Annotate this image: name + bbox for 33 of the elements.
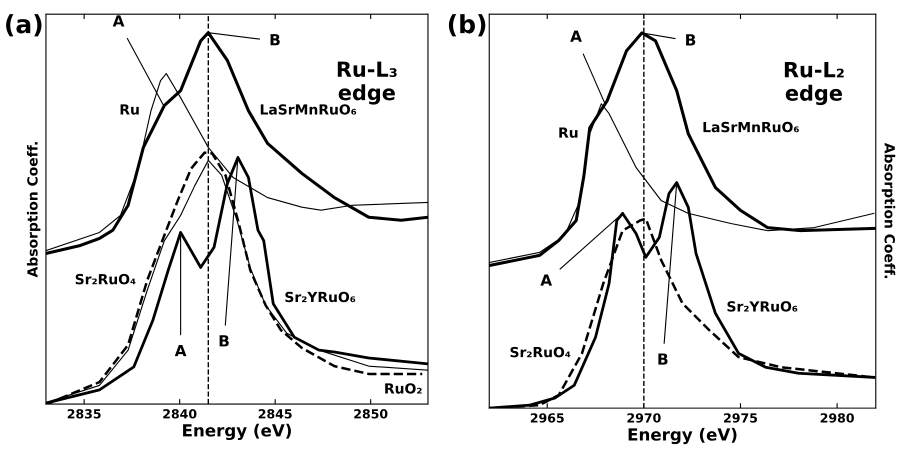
annotation: Ru-L₂ edge bbox=[784, 62, 844, 106]
series-label: LaSrMnRuO₆ bbox=[703, 122, 799, 132]
annotation: A bbox=[112, 15, 124, 26]
x-tick-label: 2850 bbox=[354, 409, 388, 419]
series-label: Ru bbox=[559, 128, 578, 138]
annotation: B bbox=[270, 34, 280, 46]
x-axis-title: Energy (eV) bbox=[183, 424, 291, 440]
annotation: A bbox=[540, 274, 552, 286]
annotation: B bbox=[220, 335, 229, 346]
annotation: B bbox=[686, 34, 696, 46]
series-label: Sr₂RuO₄ bbox=[76, 274, 136, 284]
series-label: LaSrMnRuO₆ bbox=[260, 104, 356, 115]
x-tick-label: 2840 bbox=[163, 409, 196, 419]
y-axis-title: Absorption Coeff. bbox=[26, 142, 40, 278]
x-axis-title: Energy (eV) bbox=[628, 428, 736, 444]
series-label: Ru bbox=[120, 104, 139, 115]
annotation: B bbox=[658, 353, 668, 365]
series-label: Sr₂YRuO₆ bbox=[285, 292, 356, 302]
y-axis-title: Absorption Coeff. bbox=[882, 142, 896, 278]
x-tick-label: 2845 bbox=[258, 409, 292, 419]
series-label: Sr₂YRuO₆ bbox=[727, 301, 798, 312]
x-tick-label: 2980 bbox=[820, 413, 854, 423]
x-tick-label: 2970 bbox=[627, 413, 661, 423]
x-tick-label: 2965 bbox=[530, 413, 564, 423]
series-label: Sr₂RuO₄ bbox=[510, 346, 570, 358]
text: (a) bbox=[6, 14, 42, 36]
annotation: A bbox=[570, 30, 582, 42]
x-tick-label: 2975 bbox=[724, 413, 758, 423]
annotation: Ru-L₃ edge bbox=[338, 62, 397, 105]
series-label: RuO₂ bbox=[385, 383, 422, 394]
x-tick-label: 2835 bbox=[68, 409, 101, 419]
annotation: A bbox=[174, 344, 186, 356]
text: (b) bbox=[448, 14, 486, 36]
